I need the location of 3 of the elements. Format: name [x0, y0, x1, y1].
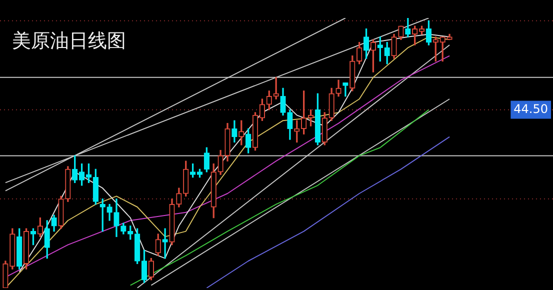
text: 美原油日线图 [12, 29, 126, 54]
annotation: 44.50 [514, 102, 548, 116]
candlestick [162, 228, 168, 259]
